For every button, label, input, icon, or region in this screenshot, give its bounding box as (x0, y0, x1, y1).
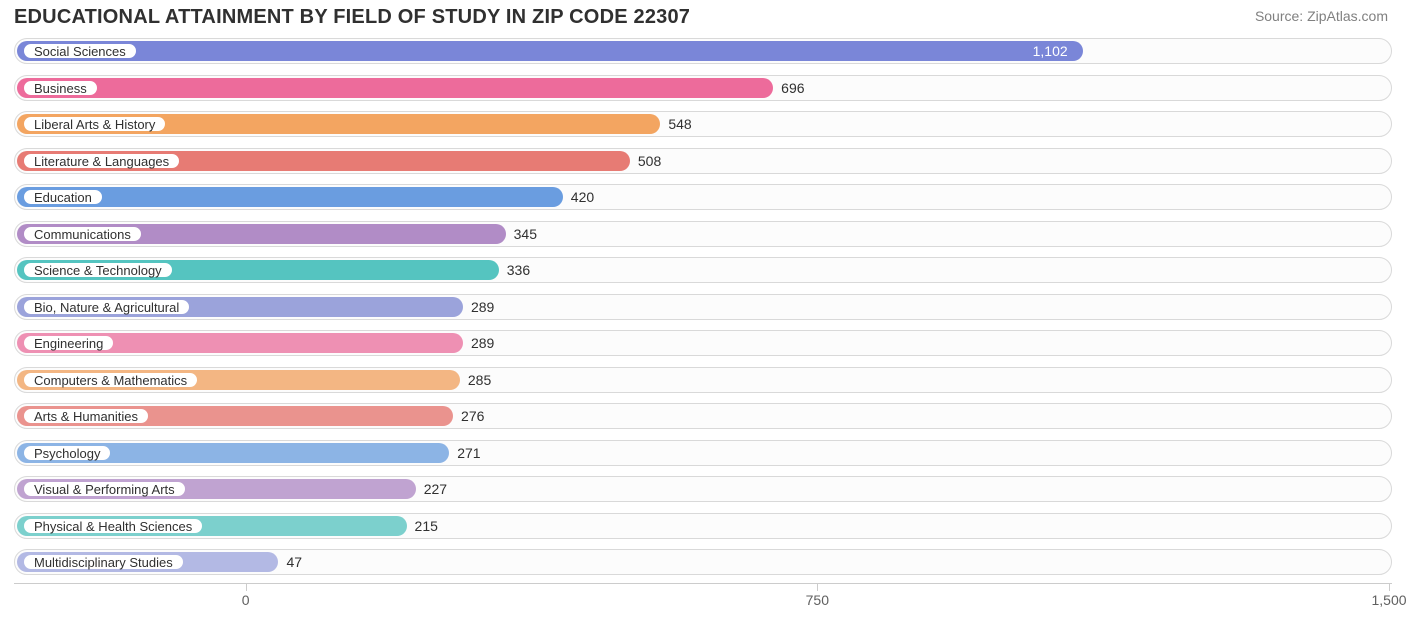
x-axis: 07501,500 (14, 583, 1392, 623)
x-tick (1389, 583, 1390, 591)
bar-fill (17, 78, 773, 98)
bar-row: Psychology 271 (14, 437, 1392, 469)
bar-category-pill: Social Sciences (23, 43, 137, 59)
bar-value-label: 508 (638, 153, 661, 169)
bar-category-pill: Communications (23, 226, 142, 242)
bar-row: Communications 345 (14, 218, 1392, 250)
x-tick-label: 1,500 (1371, 592, 1406, 608)
bar-value-label: 289 (471, 335, 494, 351)
bar-value-label: 696 (781, 80, 804, 96)
bar-row: Multidisciplinary Studies 47 (14, 546, 1392, 578)
bar-row: Science & Technology 336 (14, 254, 1392, 286)
bar-value-label: 47 (286, 554, 302, 570)
chart-source: Source: ZipAtlas.com (1255, 6, 1388, 24)
bar-category-pill: Science & Technology (23, 262, 173, 278)
bar-row: Computers & Mathematics 285 (14, 364, 1392, 396)
chart-header: EDUCATIONAL ATTAINMENT BY FIELD OF STUDY… (0, 0, 1406, 31)
bar-category-pill: Bio, Nature & Agricultural (23, 299, 190, 315)
bar-category-pill: Multidisciplinary Studies (23, 554, 184, 570)
x-tick (246, 583, 247, 591)
x-tick-label: 750 (806, 592, 829, 608)
bar-category-pill: Arts & Humanities (23, 408, 149, 424)
bar-value-label: 215 (415, 518, 438, 534)
bar-row: Visual & Performing Arts 227 (14, 473, 1392, 505)
bar-fill (17, 41, 1083, 61)
bar-value-label: 276 (461, 408, 484, 424)
bar-category-pill: Education (23, 189, 103, 205)
bar-row: Social Sciences 1,102 (14, 35, 1392, 67)
bar-value-label: 289 (471, 299, 494, 315)
bar-row: Education 420 (14, 181, 1392, 213)
bar-value-label: 420 (571, 189, 594, 205)
bar-category-pill: Literature & Languages (23, 153, 180, 169)
bar-value-label: 271 (457, 445, 480, 461)
bar-category-pill: Business (23, 80, 98, 96)
bar-row: Arts & Humanities 276 (14, 400, 1392, 432)
bar-row: Liberal Arts & History 548 (14, 108, 1392, 140)
bar-category-pill: Computers & Mathematics (23, 372, 198, 388)
bar-row: Business 696 (14, 72, 1392, 104)
chart-title: EDUCATIONAL ATTAINMENT BY FIELD OF STUDY… (14, 6, 690, 29)
bar-row: Engineering 289 (14, 327, 1392, 359)
bar-value-label: 345 (514, 226, 537, 242)
x-tick-label: 0 (242, 592, 250, 608)
bar-value-label: 336 (507, 262, 530, 278)
x-tick (817, 583, 818, 591)
bar-category-pill: Psychology (23, 445, 111, 461)
bar-category-pill: Engineering (23, 335, 114, 351)
bar-category-pill: Liberal Arts & History (23, 116, 166, 132)
bar-row: Physical & Health Sciences 215 (14, 510, 1392, 542)
bar-value-label: 1,102 (1033, 43, 1068, 59)
bar-row: Bio, Nature & Agricultural 289 (14, 291, 1392, 323)
bar-category-pill: Visual & Performing Arts (23, 481, 186, 497)
bar-value-label: 227 (424, 481, 447, 497)
chart-area: Social Sciences 1,102 Business 696 Liberal A… (0, 31, 1406, 578)
bar-value-label: 548 (668, 116, 691, 132)
bar-category-pill: Physical & Health Sciences (23, 518, 203, 534)
bar-value-label: 285 (468, 372, 491, 388)
bar-row: Literature & Languages 508 (14, 145, 1392, 177)
